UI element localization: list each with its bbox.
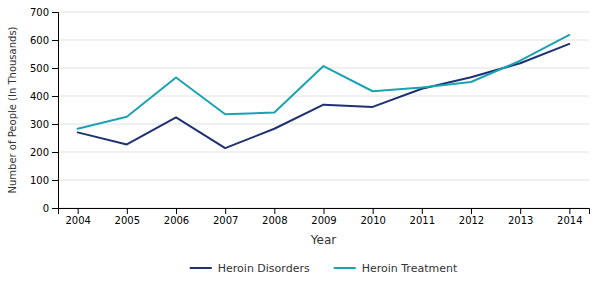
x-tick: 2007 bbox=[213, 208, 238, 226]
grid-line bbox=[58, 152, 589, 153]
grid-line bbox=[58, 68, 589, 69]
y-tick-label: 600 bbox=[30, 35, 49, 46]
x-tick: 2014 bbox=[557, 208, 582, 226]
grid-line bbox=[58, 124, 589, 125]
x-tick: 2005 bbox=[115, 208, 140, 226]
legend-item: Heroin Treatment bbox=[334, 262, 458, 275]
x-tick: 2010 bbox=[360, 208, 385, 226]
y-tick-mark bbox=[52, 152, 58, 153]
x-axis: 2004 2005 2006 2007 2008 2009 2010 2011 2012 2013… bbox=[59, 208, 590, 226]
grid-line bbox=[58, 180, 589, 181]
x-tick-label: 2012 bbox=[459, 215, 484, 226]
y-tick: 300 bbox=[30, 119, 58, 130]
legend-item: Heroin Disorders bbox=[190, 262, 310, 275]
x-tick-mark bbox=[471, 208, 472, 214]
chart: 2004 2005 2006 2007 2008 2009 2010 2011 2012 2013… bbox=[0, 0, 607, 286]
x-tick-label: 2013 bbox=[508, 215, 533, 226]
y-tick-label: 0 bbox=[43, 203, 49, 214]
x-tick-label: 2006 bbox=[164, 215, 189, 226]
legend-swatch bbox=[334, 267, 356, 269]
legend-label: Heroin Disorders bbox=[218, 262, 310, 275]
plot-area: 2004 2005 2006 2007 2008 2009 2010 2011 2012 2013… bbox=[7, 7, 590, 247]
y-tick: 0 bbox=[43, 203, 58, 214]
grid-line bbox=[58, 12, 589, 13]
x-tick: 2011 bbox=[410, 208, 435, 226]
x-tick-label: 2010 bbox=[360, 215, 385, 226]
y-axis-title: Number of People (In Thousands) bbox=[7, 26, 18, 193]
x-tick-label: 2004 bbox=[65, 215, 90, 226]
legend-swatch bbox=[190, 267, 212, 269]
y-tick: 500 bbox=[30, 63, 58, 74]
x-tick: 2009 bbox=[311, 208, 336, 226]
x-tick: 2013 bbox=[508, 208, 533, 226]
x-tick-label: 2007 bbox=[213, 215, 238, 226]
x-tick-label: 2011 bbox=[410, 215, 435, 226]
y-tick: 700 bbox=[30, 7, 58, 18]
y-tick: 100 bbox=[30, 175, 58, 186]
y-tick-mark bbox=[52, 208, 58, 209]
grid bbox=[58, 12, 589, 208]
y-tick-mark bbox=[52, 68, 58, 69]
y-axis-line bbox=[52, 13, 59, 209]
grid-line bbox=[58, 96, 589, 97]
y-tick-mark bbox=[52, 12, 58, 13]
x-tick-mark bbox=[274, 208, 275, 214]
x-tick-label: 2005 bbox=[115, 215, 140, 226]
x-axis-title: Year bbox=[310, 233, 336, 247]
x-tick: 2008 bbox=[262, 208, 287, 226]
series-line bbox=[78, 35, 570, 129]
y-tick-label: 700 bbox=[30, 7, 49, 18]
x-tick-mark bbox=[225, 208, 226, 214]
y-tick-label: 100 bbox=[30, 175, 49, 186]
x-tick-mark bbox=[176, 208, 177, 214]
legend-label: Heroin Treatment bbox=[362, 262, 458, 275]
x-tick-mark bbox=[373, 208, 374, 214]
lines bbox=[78, 35, 570, 148]
y-tick-mark bbox=[52, 40, 58, 41]
y-tick-label: 400 bbox=[30, 91, 49, 102]
grid-line bbox=[58, 40, 589, 41]
y-tick: 400 bbox=[30, 91, 58, 102]
y-tick-label: 200 bbox=[30, 147, 49, 158]
x-tick-mark bbox=[569, 208, 570, 214]
x-tick: 2006 bbox=[164, 208, 189, 226]
x-tick-mark bbox=[520, 208, 521, 214]
y-axis: 0 100 200 300 400 500 600 700 bbox=[30, 7, 59, 214]
legend: Heroin Disorders Heroin Treatment bbox=[190, 262, 458, 275]
x-axis-line bbox=[59, 209, 590, 215]
x-tick-label: 2008 bbox=[262, 215, 287, 226]
y-tick: 600 bbox=[30, 35, 58, 46]
y-tick-mark bbox=[52, 96, 58, 97]
x-tick: 2012 bbox=[459, 208, 484, 226]
y-tick-mark bbox=[52, 180, 58, 181]
x-tick-label: 2014 bbox=[557, 215, 582, 226]
x-tick-mark bbox=[127, 208, 128, 214]
x-tick-mark bbox=[78, 208, 79, 214]
x-tick-mark bbox=[422, 208, 423, 214]
y-tick: 200 bbox=[30, 147, 58, 158]
y-tick-mark bbox=[52, 124, 58, 125]
x-tick-mark bbox=[324, 208, 325, 214]
y-tick-label: 300 bbox=[30, 119, 49, 130]
x-tick: 2004 bbox=[65, 208, 90, 226]
y-tick-label: 500 bbox=[30, 63, 49, 74]
x-tick-label: 2009 bbox=[311, 215, 336, 226]
